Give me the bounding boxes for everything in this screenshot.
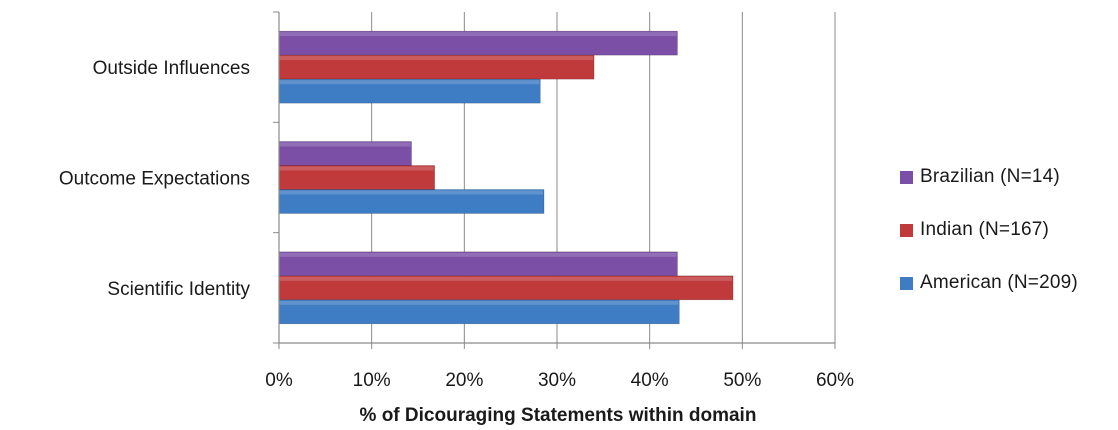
x-axis-title: % of Dicouraging Statements within domai… <box>360 405 757 426</box>
x-tick-label: 0% <box>265 370 293 391</box>
bar <box>278 299 680 325</box>
bar-highlight <box>279 252 677 257</box>
x-tick-label: 50% <box>723 370 761 391</box>
x-tick-label: 10% <box>353 370 391 391</box>
category-label: Scientific Identity <box>107 279 250 300</box>
axes <box>273 11 836 349</box>
legend-label-indian: Indian (N=167) <box>920 219 1050 240</box>
x-tick-label: 40% <box>631 370 669 391</box>
bar-highlight <box>279 56 594 61</box>
bar-highlight <box>279 276 733 281</box>
legend-item-indian: Indian (N=167) <box>900 219 1078 241</box>
legend-swatch-indian <box>900 223 913 237</box>
bar-highlight <box>279 142 411 147</box>
x-tick-label: 30% <box>538 370 576 391</box>
bar-highlight <box>279 300 679 305</box>
category-labels: Outside Influences Outcome Expectations Sc… <box>59 58 251 300</box>
category-label: Outcome Expectations <box>59 169 250 190</box>
legend-label-brazilian: Brazilian (N=14) <box>920 166 1060 187</box>
legend: Brazilian (N=14) Indian (N=167) American… <box>900 166 1078 325</box>
legend-swatch-american <box>900 276 913 290</box>
x-tick-label: 20% <box>445 370 483 391</box>
bar-highlight <box>279 80 540 85</box>
legend-swatch-brazilian <box>900 170 913 184</box>
x-tick-label: 60% <box>816 370 854 391</box>
bar <box>278 30 678 56</box>
bar <box>278 275 734 301</box>
x-tick-labels: 0% 10% 20% 30% 40% 50% 60% <box>265 370 854 391</box>
legend-item-american: American (N=209) <box>900 272 1078 294</box>
bar-highlight <box>279 32 677 37</box>
legend-label-american: American (N=209) <box>920 272 1078 293</box>
bar <box>278 189 545 214</box>
bar <box>278 251 678 277</box>
bar <box>278 78 541 104</box>
bar-highlight <box>279 166 434 171</box>
category-label: Outside Influences <box>93 58 250 79</box>
legend-item-brazilian: Brazilian (N=14) <box>900 166 1078 188</box>
bars <box>278 30 734 325</box>
bar-highlight <box>279 190 544 195</box>
